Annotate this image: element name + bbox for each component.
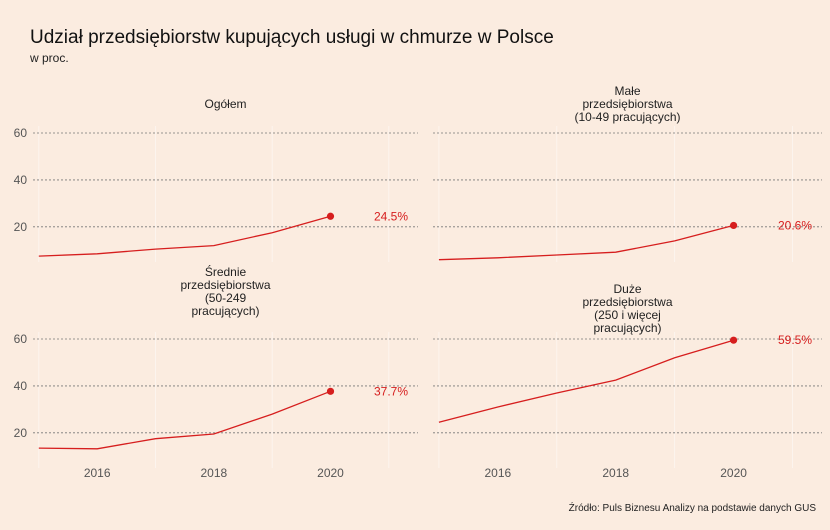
x-tick-label: 2016	[84, 466, 111, 480]
panel-title: Ogółem	[204, 97, 246, 111]
source-caption: Źródło: Puls Biznesu Analizy na podstawi…	[568, 503, 816, 514]
panel-title-line: Średnie	[205, 264, 247, 279]
x-tick-label: 2020	[720, 466, 747, 480]
panel-title: Średnie przedsiębiorstwa (50-249 pracującyc…	[180, 264, 270, 318]
panel-title-line: pracujących)	[191, 304, 259, 318]
end-point	[326, 212, 335, 220]
series-line	[438, 224, 734, 261]
panel-title-line: (250 i więcej	[594, 308, 661, 322]
panel-title-line: (10-49 pracujących)	[574, 110, 680, 124]
end-point	[729, 336, 738, 344]
series-line	[438, 339, 734, 423]
y-tick-label: 20	[14, 426, 28, 440]
end-value-label: 20.6%	[778, 218, 812, 232]
chart-title: Udział przedsiębiorstw kupujących usługi…	[30, 27, 554, 48]
panel-title-line: Małe	[614, 84, 640, 98]
y-tick-label: 20	[14, 220, 28, 234]
end-point	[729, 221, 738, 230]
y-tick-label: 60	[14, 332, 28, 346]
end-value-label: 24.5%	[374, 209, 408, 223]
panel-1: Ogółem 20 40 60 24.5%	[14, 97, 418, 262]
panel-title: Małe przedsiębiorstwa (10-49 pracujących)	[574, 84, 680, 124]
panel-title-line: Ogółem	[204, 97, 246, 111]
series-line	[38, 390, 331, 450]
y-tick-label: 40	[14, 379, 28, 393]
end-point	[326, 387, 335, 395]
panel-title-line: przedsiębiorstwa	[582, 295, 672, 309]
panel-title-line: Duże	[613, 282, 641, 296]
end-value-label: 59.5%	[778, 333, 812, 347]
panel-title-line: (50-249	[205, 291, 247, 305]
panel-4: Duże przedsiębiorstwa (250 i więcej pracują…	[433, 282, 822, 480]
panel-title-line: pracujących)	[593, 321, 661, 335]
x-tick-label: 2020	[317, 466, 344, 480]
panel-title-line: przedsiębiorstwa	[180, 278, 270, 292]
x-tick-label: 2018	[602, 466, 629, 480]
x-tick-label: 2018	[200, 466, 227, 480]
x-tick-label: 2016	[484, 466, 511, 480]
chart-subtitle: w proc.	[30, 51, 69, 65]
y-tick-label: 40	[14, 173, 28, 187]
panel-3: Średnie przedsiębiorstwa (50-249 pracującyc…	[14, 264, 418, 480]
panel-title: Duże przedsiębiorstwa (250 i więcej pracują…	[582, 282, 672, 335]
panel-title-line: przedsiębiorstwa	[582, 97, 672, 111]
end-value-label: 37.7%	[374, 384, 408, 398]
panel-2: Małe przedsiębiorstwa (10-49 pracujących) 2…	[433, 84, 822, 262]
series-line	[38, 215, 331, 257]
y-tick-label: 60	[14, 126, 28, 140]
